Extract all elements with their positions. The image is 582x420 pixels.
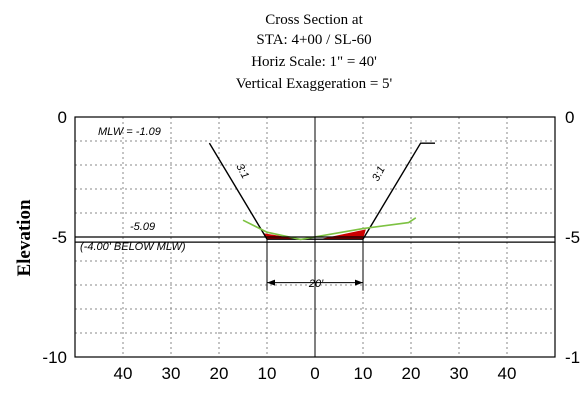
title-line-4: Vertical Exaggeration = 5' bbox=[236, 76, 393, 92]
design-elevation-label: -5.09 bbox=[130, 221, 155, 233]
section-lines bbox=[208, 142, 435, 241]
axis-ticks: 40 30 20 10 0 10 20 30 40 0 0 -5 -5 -10 -1 bbox=[42, 108, 580, 383]
title-line-1: Cross Section at bbox=[265, 12, 363, 28]
y-tick-label-left: -10 bbox=[42, 348, 67, 367]
y-axis-label: Elevation bbox=[14, 199, 35, 276]
x-tick-label: 10 bbox=[258, 364, 277, 383]
plot-frame bbox=[74, 116, 556, 358]
y-tick-label-left: 0 bbox=[58, 108, 67, 127]
mlw-label: MLW = -1.09 bbox=[98, 126, 161, 138]
x-tick-label: 10 bbox=[354, 364, 373, 383]
y-tick-label-right: 0 bbox=[565, 108, 574, 127]
width-dimension-label: 20' bbox=[308, 278, 324, 290]
title-line-2: STA: 4+00 / SL-60 bbox=[256, 32, 371, 48]
right-slope-label: 3:1 bbox=[370, 164, 388, 183]
x-tick-label: 30 bbox=[162, 364, 181, 383]
x-tick-label: 40 bbox=[498, 364, 517, 383]
y-tick-label-left: -5 bbox=[52, 228, 67, 247]
below-mlw-note: (-4.00' BELOW MLW) bbox=[80, 241, 186, 253]
design-section-line bbox=[208, 142, 435, 240]
reference-lines bbox=[75, 117, 555, 357]
dimension-arrow-left bbox=[267, 279, 275, 286]
y-tick-label-right: -1 bbox=[565, 348, 580, 367]
x-tick-label: 20 bbox=[210, 364, 229, 383]
x-tick-label: 20 bbox=[402, 364, 421, 383]
y-tick-label-right: -5 bbox=[565, 228, 580, 247]
figure-title: Cross Section at STA: 4+00 / SL-60 Horiz… bbox=[236, 12, 393, 92]
x-tick-label: 0 bbox=[310, 364, 319, 383]
dimension-arrow-right bbox=[355, 279, 363, 286]
existing-ground-line bbox=[242, 217, 417, 241]
title-line-3: Horiz Scale: 1" = 40' bbox=[251, 54, 377, 70]
x-tick-label: 40 bbox=[114, 364, 133, 383]
x-tick-label: 30 bbox=[450, 364, 469, 383]
